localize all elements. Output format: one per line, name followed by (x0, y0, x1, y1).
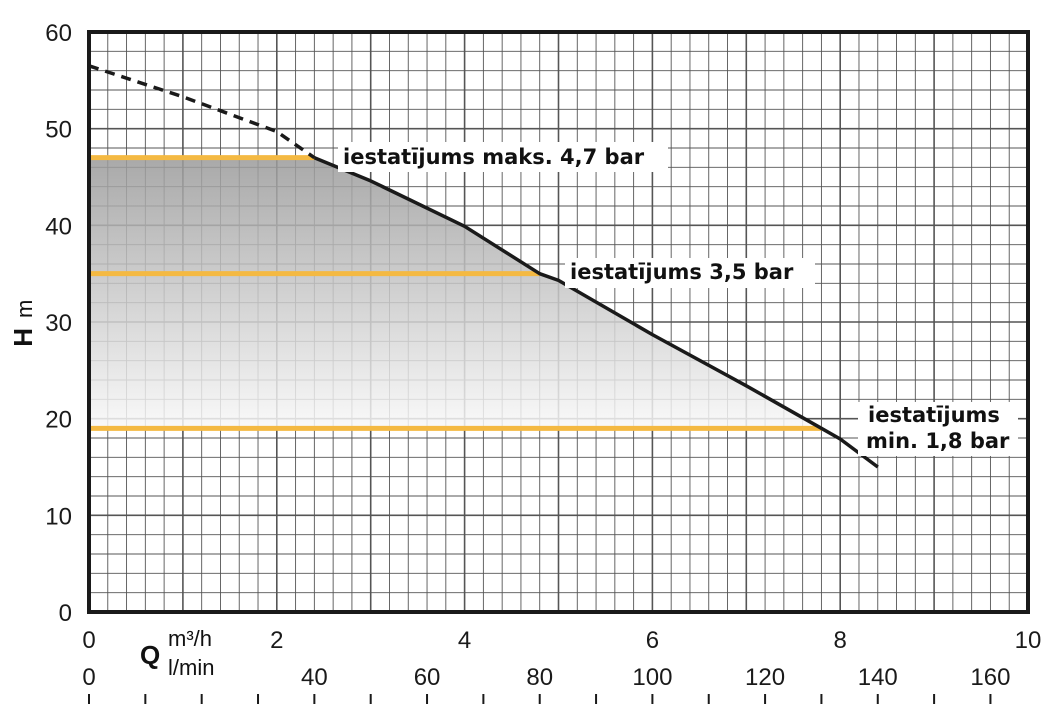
y-tick-label: 60 (45, 20, 72, 47)
x-tick-label: 8 (834, 627, 847, 654)
setting-label-min-line1: iestatījums (868, 403, 1000, 427)
x2-tick-label: 60 (414, 664, 441, 691)
x2-tick-label: 120 (745, 664, 785, 691)
x-tick-label: 0 (82, 627, 95, 654)
y-tick-label: 10 (45, 503, 72, 530)
x2-tick-label: 140 (858, 664, 898, 691)
x-axis-unit-secondary: l/min (168, 655, 214, 680)
y-axis-symbol: H (8, 328, 38, 347)
x2-tick-label: 80 (526, 664, 553, 691)
x2-tick-label: 0 (82, 664, 95, 691)
x-secondary-tick-labels: 0 40 60 80 100 120 140 160 (82, 664, 1010, 691)
x2-tick-label: 160 (970, 664, 1010, 691)
x-tick-labels: 0 2 4 6 8 10 (82, 627, 1041, 654)
pump-curve-solid (313, 156, 879, 469)
operating-area (89, 157, 822, 429)
x-tick-label: 2 (270, 627, 283, 654)
setting-label-max: iestatījums maks. 4,7 bar (343, 145, 645, 169)
y-tick-label: 30 (45, 310, 72, 337)
y-tick-label: 0 (59, 600, 72, 627)
y-axis-label: H m (8, 300, 38, 347)
x-secondary-tick-marks (88, 694, 992, 704)
y-tick-label: 40 (45, 213, 72, 240)
y-tick-labels: 0 10 20 30 40 50 60 (45, 20, 72, 627)
label-bg-min (858, 402, 1018, 456)
setting-label-min-line2: min. 1,8 bar (866, 429, 1010, 453)
y-axis-unit: m (12, 300, 37, 318)
label-bg-mid (565, 258, 815, 288)
setting-label-mid: iestatījums 3,5 bar (570, 260, 794, 284)
x-tick-label: 4 (458, 627, 471, 654)
x-tick-label: 6 (646, 627, 659, 654)
x2-tick-label: 40 (301, 664, 328, 691)
x-axis-symbol: Q (140, 640, 160, 670)
y-tick-label: 20 (45, 407, 72, 434)
x-axis-unit-primary: m³/h (168, 626, 212, 651)
pump-curve-dashed (88, 64, 316, 160)
x-tick-label: 10 (1015, 627, 1042, 654)
plot-frame (87, 30, 1030, 614)
setting-lines (89, 155, 822, 431)
pump-curve (88, 64, 879, 469)
y-tick-label: 50 (45, 117, 72, 144)
x2-tick-label: 100 (632, 664, 672, 691)
label-bg-max (338, 142, 668, 172)
